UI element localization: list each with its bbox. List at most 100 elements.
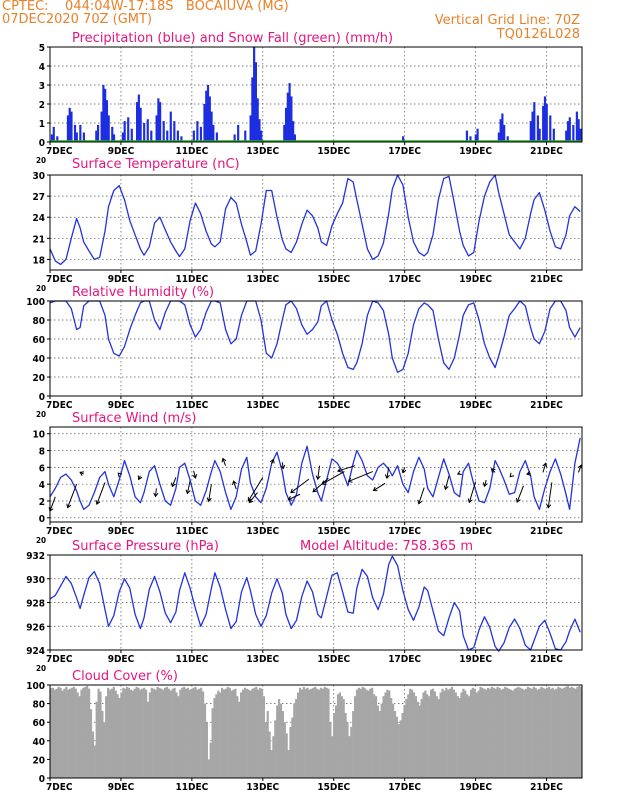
- cloud-bar: [222, 689, 226, 778]
- y-tick-label: 4: [39, 62, 45, 73]
- precip-bar: [283, 124, 286, 142]
- x-tick-label: 15DEC: [317, 274, 350, 285]
- y-tick-label: 930: [26, 575, 45, 586]
- cloud-bar: [473, 688, 476, 778]
- cloud-bar: [61, 690, 64, 778]
- y-tick-label: 20: [32, 373, 45, 384]
- cloud-bar: [355, 689, 359, 778]
- cloud-bar: [325, 687, 328, 778]
- cloud-bar: [443, 690, 446, 778]
- cloud-bar: [211, 708, 214, 778]
- cloud-bar: [228, 687, 231, 778]
- precip-bar: [96, 124, 100, 142]
- x-tick-label: 15DEC: [317, 654, 350, 665]
- cloud-bar: [295, 698, 298, 778]
- panel-title: Cloud Cover (%): [72, 669, 178, 684]
- wind-arrowhead: [321, 480, 326, 485]
- y-tick-label: 5: [39, 43, 45, 54]
- cloud-bar: [255, 686, 258, 778]
- cloud-bar: [82, 687, 85, 778]
- cloud-bar: [107, 687, 110, 778]
- cloud-bar: [547, 686, 550, 778]
- cloud-bar: [70, 687, 74, 778]
- x-tick-label: 17DEC: [388, 400, 421, 411]
- y-tick-label: 40: [32, 354, 45, 365]
- cloud-bar: [171, 688, 174, 778]
- cloud-bar: [464, 690, 467, 778]
- cloud-bar: [152, 688, 155, 778]
- precip-bar: [176, 130, 179, 142]
- cloud-bar: [538, 688, 541, 778]
- cloud-bar: [297, 692, 300, 778]
- x-tick-label: 11DEC: [175, 782, 208, 793]
- precip-bar: [139, 107, 142, 142]
- wind-vector: [186, 480, 191, 494]
- precip-bar: [143, 123, 146, 142]
- y-tick-label: 60: [32, 718, 45, 729]
- precip-bar: [203, 104, 206, 142]
- cloud-bar: [380, 703, 383, 778]
- y-tick-label: 8: [39, 447, 45, 458]
- y-tick-label: 932: [26, 551, 45, 562]
- year-label: 20: [36, 284, 46, 293]
- precip-bar: [73, 124, 77, 142]
- cloud-bar: [532, 686, 535, 778]
- cloud-bar: [148, 692, 151, 778]
- wind-arrowhead: [467, 498, 473, 504]
- cloud-bar: [198, 688, 201, 778]
- wind-arrowhead: [192, 473, 198, 479]
- y-tick-label: 27: [32, 192, 45, 203]
- precip-bar: [536, 115, 539, 142]
- precip-bar: [150, 130, 153, 142]
- cloud-bar: [420, 698, 423, 778]
- cloud-bar: [346, 722, 349, 778]
- cloud-bar: [431, 688, 435, 778]
- precip-bar: [474, 134, 477, 142]
- wind-vector: [418, 487, 425, 504]
- cloud-bar: [101, 711, 104, 778]
- x-tick-label: 17DEC: [388, 146, 421, 157]
- cloud-bar: [405, 698, 408, 778]
- cloud-bar: [578, 685, 581, 778]
- cloud-bar: [74, 688, 77, 778]
- cloud-bar: [317, 689, 321, 778]
- wind-arrowhead: [137, 475, 143, 481]
- cloud-bar: [450, 686, 454, 778]
- x-tick-label: 11DEC: [175, 654, 208, 665]
- panel-frame: [49, 684, 583, 779]
- cloud-bar: [165, 686, 169, 778]
- x-tick-label: 11DEC: [175, 526, 208, 537]
- precip-bar: [251, 77, 254, 142]
- cloud-bar: [561, 688, 564, 778]
- cloud-bar: [200, 687, 203, 778]
- station-header: CPTEC: 044:04W-17:18S BOCAIUVA (MG): [2, 0, 289, 14]
- cloud-bar: [515, 687, 518, 778]
- year-label: 20: [36, 156, 46, 165]
- cloud-bar: [308, 689, 311, 778]
- wind-arrowhead: [290, 488, 295, 494]
- cloud-bar: [496, 686, 499, 778]
- cloud-bar: [312, 687, 315, 778]
- y-tick-label: 0: [39, 392, 45, 403]
- x-tick-label: 19DEC: [459, 274, 492, 285]
- cloud-bar: [557, 686, 560, 778]
- cloud-bar: [388, 690, 391, 778]
- cloud-bar: [209, 742, 212, 778]
- wind-vector: [233, 480, 237, 490]
- cloud-bar: [570, 686, 573, 778]
- cloud-bar: [566, 685, 569, 778]
- x-tick-label: 19DEC: [459, 146, 492, 157]
- precip-bar: [465, 130, 469, 142]
- cloud-bar: [462, 688, 465, 778]
- y-tick-label: 0: [39, 774, 45, 785]
- cloud-bar: [479, 686, 482, 778]
- cloud-bar: [430, 689, 433, 778]
- cloud-bar: [329, 722, 332, 778]
- wind-vector: [468, 481, 477, 503]
- cloud-bar: [205, 722, 208, 778]
- cloud-bar: [494, 688, 497, 778]
- cloud-bar: [279, 703, 283, 778]
- cloud-bar: [530, 688, 533, 778]
- cloud-bar: [323, 686, 326, 778]
- x-tick-label: 9DEC: [108, 526, 135, 537]
